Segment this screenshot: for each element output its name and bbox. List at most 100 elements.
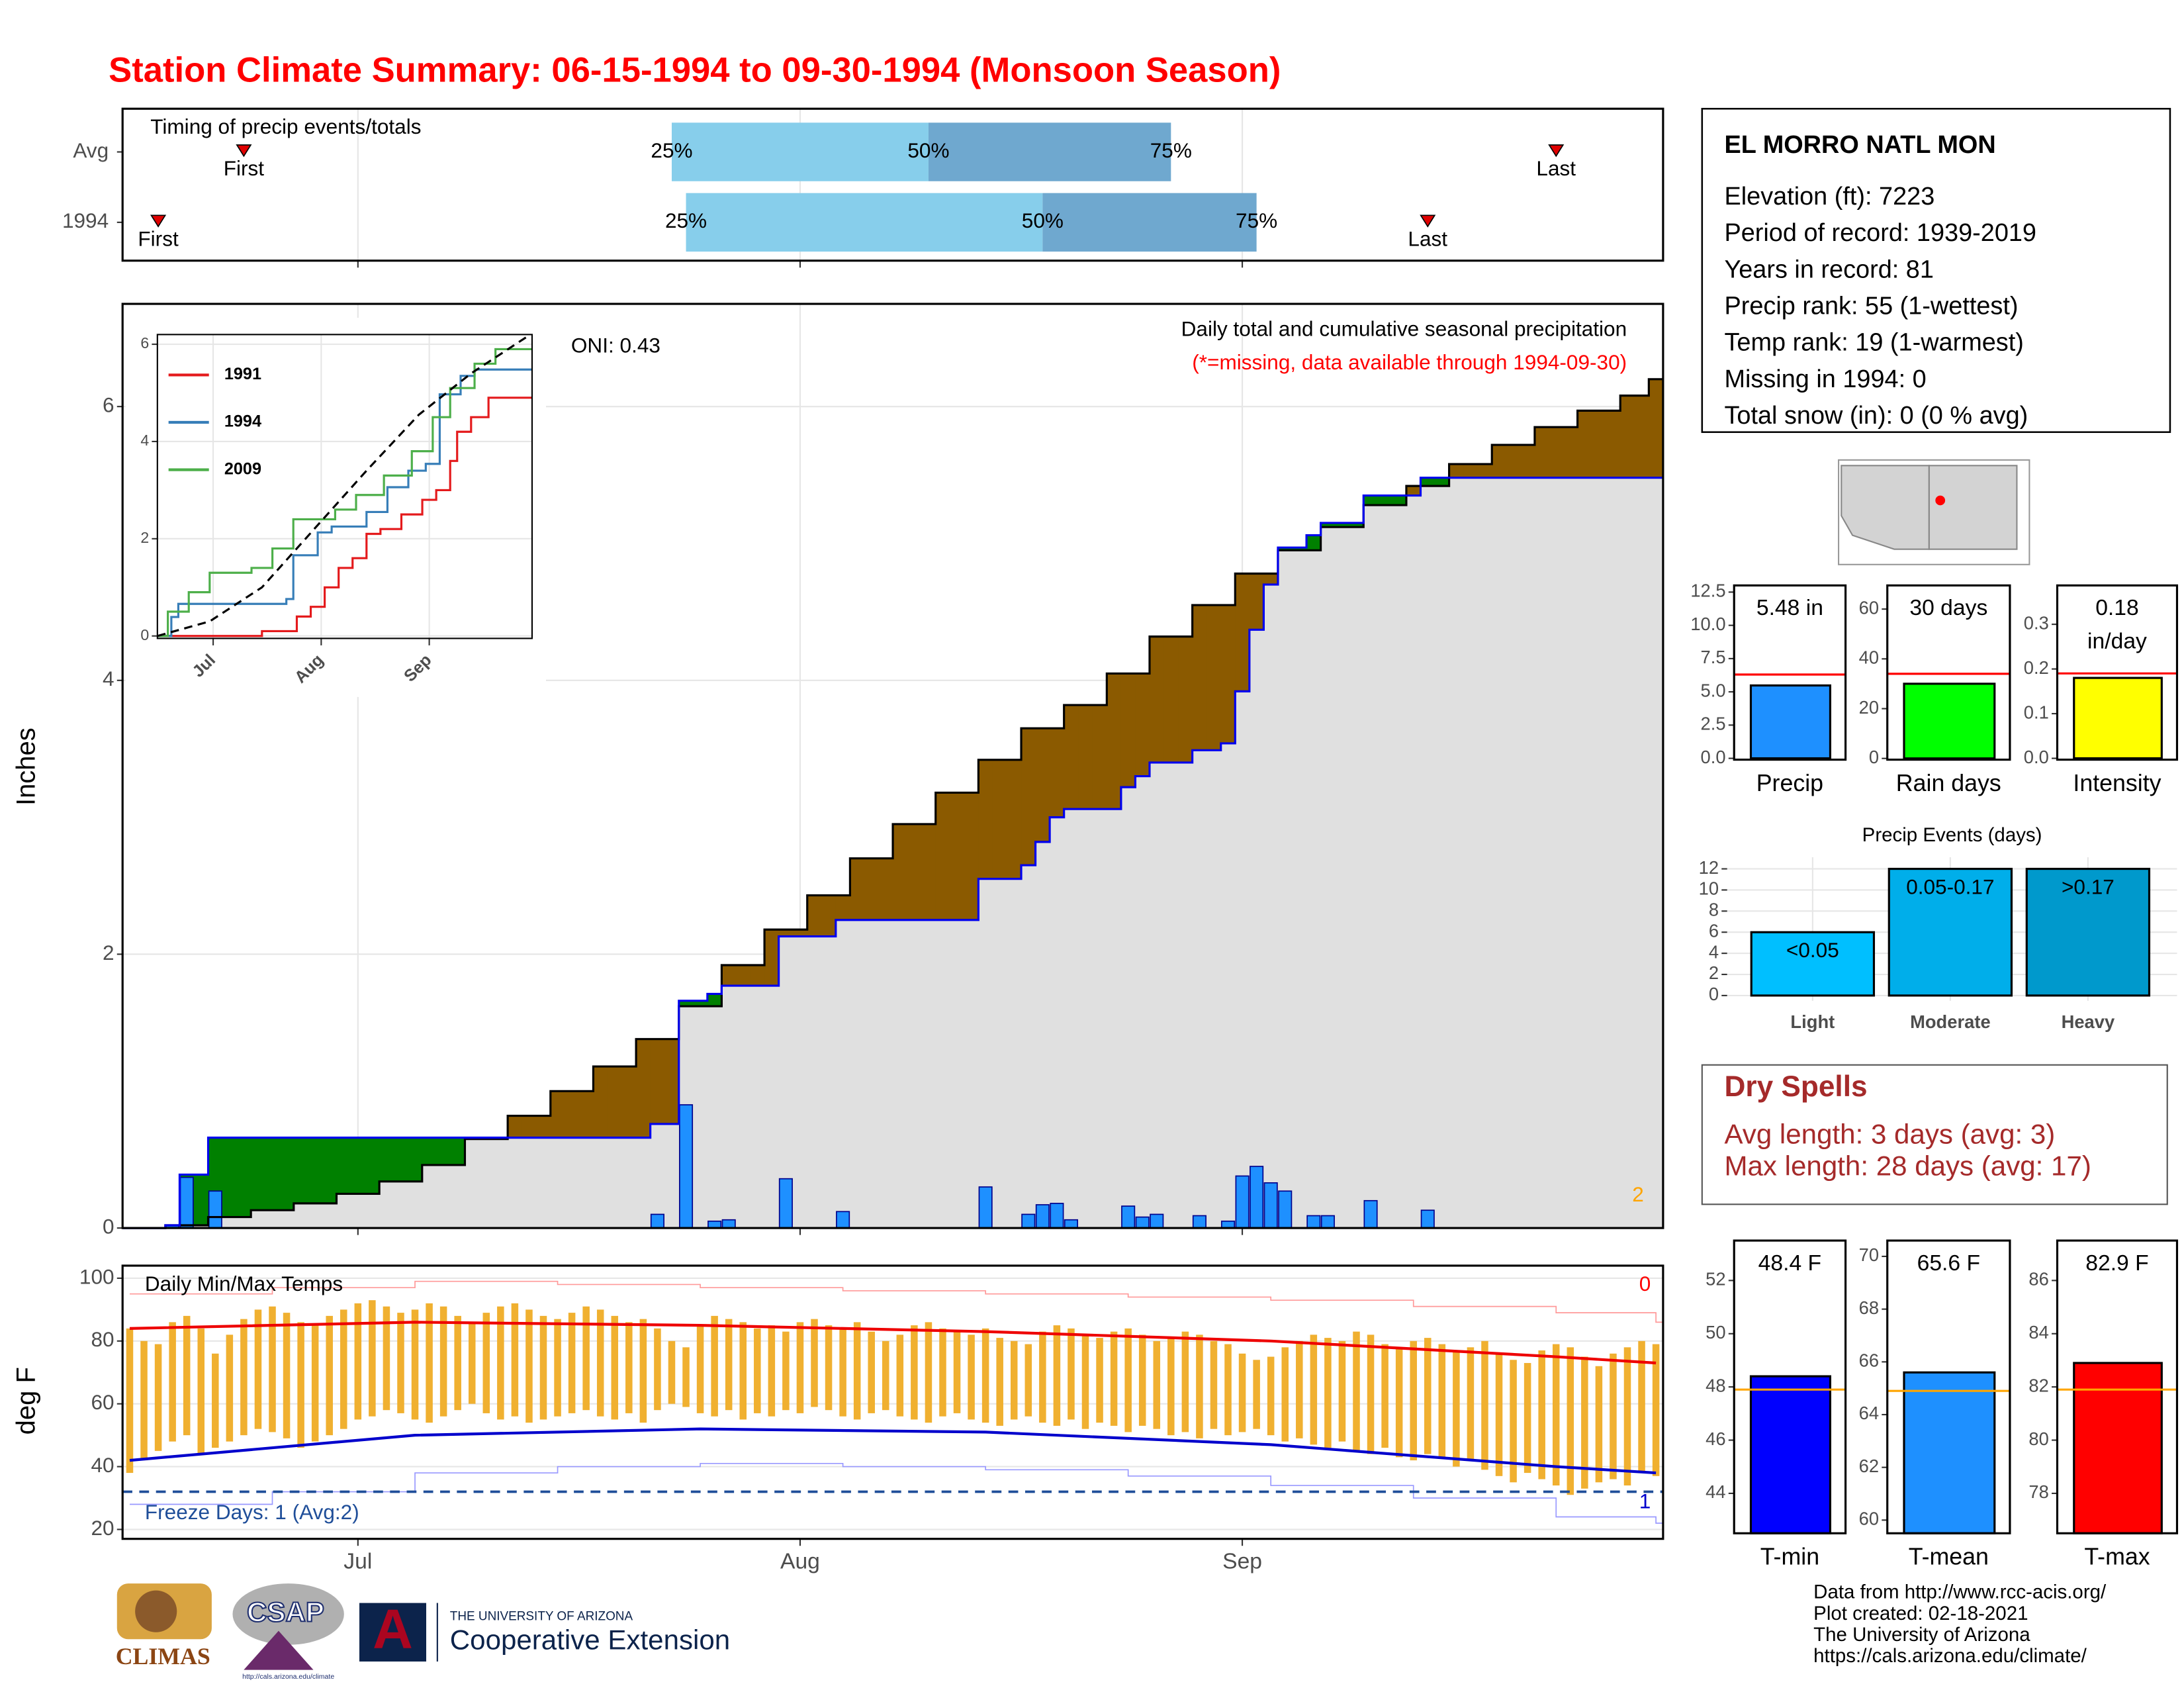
category-label: T-mean	[1909, 1544, 1989, 1570]
csap-mountain	[244, 1630, 314, 1670]
station-box	[1701, 107, 2171, 434]
surplus-fill	[1377, 495, 1393, 506]
temp-range-bar	[511, 1303, 519, 1417]
temp-range-bar	[1552, 1344, 1560, 1486]
deficit-fill	[1534, 427, 1550, 478]
surplus-fill	[450, 1137, 466, 1165]
plot-frame	[121, 1264, 1664, 1540]
y-axis-label: deg F	[12, 1367, 41, 1434]
y-tick-label: 6	[140, 334, 149, 352]
footer-text: Data from http://www.rcc-acis.org/	[1813, 1581, 2107, 1603]
series-line	[157, 348, 532, 637]
deficit-fill	[793, 929, 808, 937]
x-tick-label: Jul	[343, 1549, 372, 1573]
temp-range-bar	[1167, 1338, 1175, 1436]
deficit-fill	[964, 792, 979, 920]
temp-range-bar	[1296, 1340, 1303, 1438]
average-line	[157, 334, 531, 637]
deficit-fill	[1220, 605, 1236, 743]
value-label: 5.48 in	[1756, 596, 1823, 620]
timing-bar	[671, 122, 929, 181]
deficit-fill	[607, 1066, 623, 1138]
station-location	[1935, 495, 1946, 506]
y-tick-label: 6	[1709, 920, 1719, 941]
temp-range-bar	[126, 1328, 134, 1474]
temp-range-bar	[297, 1322, 304, 1448]
station-info: Elevation (ft): 7223	[1724, 183, 1934, 211]
y-tick-label: 2.5	[1701, 714, 1726, 734]
y-tick-label: 44	[1706, 1481, 1725, 1502]
surplus-fill	[1420, 477, 1435, 487]
bar	[1749, 1375, 1832, 1534]
temp-range-bar	[1210, 1340, 1218, 1429]
deficit-fill	[1577, 410, 1592, 478]
temp-range-bar	[1196, 1335, 1203, 1438]
locator-map	[1838, 459, 2030, 565]
legend-label: 1991	[224, 365, 261, 383]
y-tick-label: 20	[91, 1516, 114, 1540]
x-tick-label: Moderate	[1910, 1011, 1991, 1032]
temp-range-bar	[354, 1303, 362, 1420]
temp-range-bar	[953, 1331, 961, 1413]
temp-range-bar	[1610, 1353, 1617, 1479]
quartile-label: 50%	[907, 138, 949, 162]
deficit-fill	[1563, 427, 1578, 478]
cumulative-area	[122, 477, 1663, 1229]
daily-precip-bar	[1035, 1204, 1050, 1229]
temp-range-bar	[154, 1344, 162, 1451]
climas-text: CLIMAS	[116, 1643, 210, 1669]
deficit-fill	[1120, 673, 1136, 788]
deficit-fill	[1064, 705, 1079, 810]
deficit-fill	[1549, 427, 1564, 478]
deficit-fill	[850, 858, 865, 920]
temp-range-bar	[1053, 1325, 1061, 1426]
deficit-fill	[907, 823, 922, 920]
station-info: Period of record: 1939-2019	[1724, 219, 2036, 247]
surplus-fill	[308, 1137, 323, 1203]
temp-range-bar	[1524, 1363, 1531, 1474]
bar	[2025, 867, 2151, 997]
deficit-fill	[522, 1115, 537, 1138]
deficit-fill	[664, 1039, 680, 1124]
deficit-fill	[1078, 705, 1093, 810]
deficit-fill	[764, 929, 780, 986]
temp-range-bar	[1467, 1347, 1475, 1461]
logos: CLIMAS CSAP http://cals.arizona.edu/clim…	[116, 1583, 730, 1681]
y-tick-label: 2	[103, 941, 114, 964]
surplus-fill	[422, 1137, 437, 1165]
quartile-label: 25%	[651, 138, 692, 162]
y-tick-label: 60	[1859, 597, 1879, 618]
text-line: 0.18	[2095, 596, 2139, 620]
quartile-label: 50%	[1022, 209, 1064, 232]
deficit-fill	[1620, 395, 1635, 478]
deficit-fill	[1263, 573, 1279, 585]
station-info: Total snow (in): 0 (0 % avg)	[1724, 402, 2028, 430]
temp-range-bar	[1124, 1328, 1132, 1432]
daily-precip-bar	[1250, 1166, 1264, 1229]
temp-range-bar	[711, 1315, 718, 1417]
temp-range-bar	[468, 1322, 476, 1404]
daily-precip-bar	[778, 1178, 793, 1229]
temp-range-bar	[183, 1315, 191, 1436]
daily-precip-bar	[721, 1219, 736, 1229]
y-tick-label: 80	[2028, 1429, 2048, 1449]
deficit-fill	[536, 1115, 551, 1138]
bar-label: <0.05	[1786, 938, 1839, 962]
deficit-fill	[1406, 486, 1422, 496]
deficit-fill	[821, 895, 837, 937]
temp-range-bar	[625, 1322, 633, 1413]
surplus-fill	[265, 1137, 280, 1211]
plot-frame	[1733, 1239, 1847, 1534]
bar-label: 0.05-0.17	[1906, 874, 1994, 898]
deficit-fill	[1606, 410, 1621, 478]
plot-frame	[121, 107, 1664, 262]
y-tick-label: 64	[1859, 1403, 1879, 1423]
surplus-fill	[251, 1137, 266, 1211]
bar-label: >0.17	[2062, 874, 2115, 898]
deficit-fill	[921, 823, 936, 920]
temp-range-bar	[497, 1306, 504, 1420]
deficit-fill	[1506, 445, 1521, 478]
temp-range-bar	[1410, 1340, 1417, 1461]
bar	[1749, 684, 1832, 760]
plot-frame	[2056, 1239, 2179, 1534]
